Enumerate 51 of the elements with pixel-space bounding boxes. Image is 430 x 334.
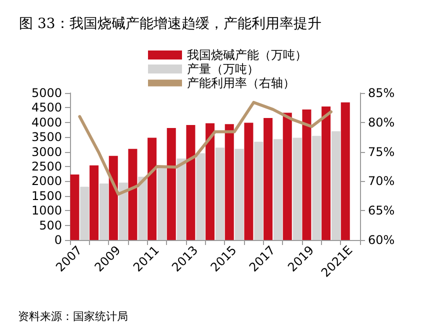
bar (128, 148, 138, 240)
y2-tick-label: 75% (368, 144, 395, 159)
y2-tick-label: 70% (368, 174, 395, 188)
bar (224, 124, 234, 240)
legend-label: 产量（万吨） (187, 62, 259, 76)
bar (273, 139, 282, 240)
bar (176, 158, 186, 240)
y-tick-label: 3500 (31, 130, 62, 144)
bar (148, 138, 157, 240)
bar (234, 148, 244, 240)
bar (138, 176, 148, 240)
y-tick-label: 2500 (31, 160, 62, 174)
y-tick-label: 500 (39, 218, 62, 232)
bar (90, 165, 99, 240)
bar (206, 123, 215, 240)
bar (244, 122, 254, 240)
bar (302, 109, 312, 240)
bar (282, 112, 292, 240)
text: 资料来源：国家统计局 (18, 310, 128, 323)
y-tick-label: 3000 (31, 144, 62, 159)
y-tick-label: 1000 (31, 204, 62, 218)
y2-tick-label: 65% (368, 204, 395, 218)
legend-label: 产能利用率（右轴） (187, 76, 295, 90)
y-tick-label: 4500 (31, 100, 62, 115)
bar (264, 118, 273, 240)
y-tick-label: 5000 (31, 86, 62, 100)
bar (99, 184, 108, 240)
legend-label: 我国烧碱产能（万吨） (187, 48, 307, 62)
chart-title: 图 33：我国烧碱产能增速趋缓，产能利用率提升 (19, 16, 322, 32)
bar (312, 136, 322, 240)
y-tick-label: 4000 (31, 115, 62, 130)
y2-tick-label: 60% (368, 233, 395, 247)
bar (254, 142, 264, 240)
bar (322, 106, 331, 240)
bar (186, 125, 196, 240)
y2-tick-label: 80% (368, 115, 395, 130)
bar (108, 156, 118, 240)
bar (80, 186, 90, 240)
bar (292, 138, 302, 240)
bar (215, 148, 224, 240)
bar (70, 174, 80, 240)
bar (331, 131, 340, 240)
y-tick-label: 1500 (31, 188, 62, 203)
bar (166, 128, 176, 240)
bar (196, 153, 206, 240)
y-tick-label: 2000 (31, 174, 62, 188)
y2-tick-label: 85% (368, 86, 395, 100)
line-series (78, 100, 332, 196)
y-tick-label: 0 (54, 233, 62, 247)
bar (118, 182, 128, 240)
bar (340, 102, 350, 240)
